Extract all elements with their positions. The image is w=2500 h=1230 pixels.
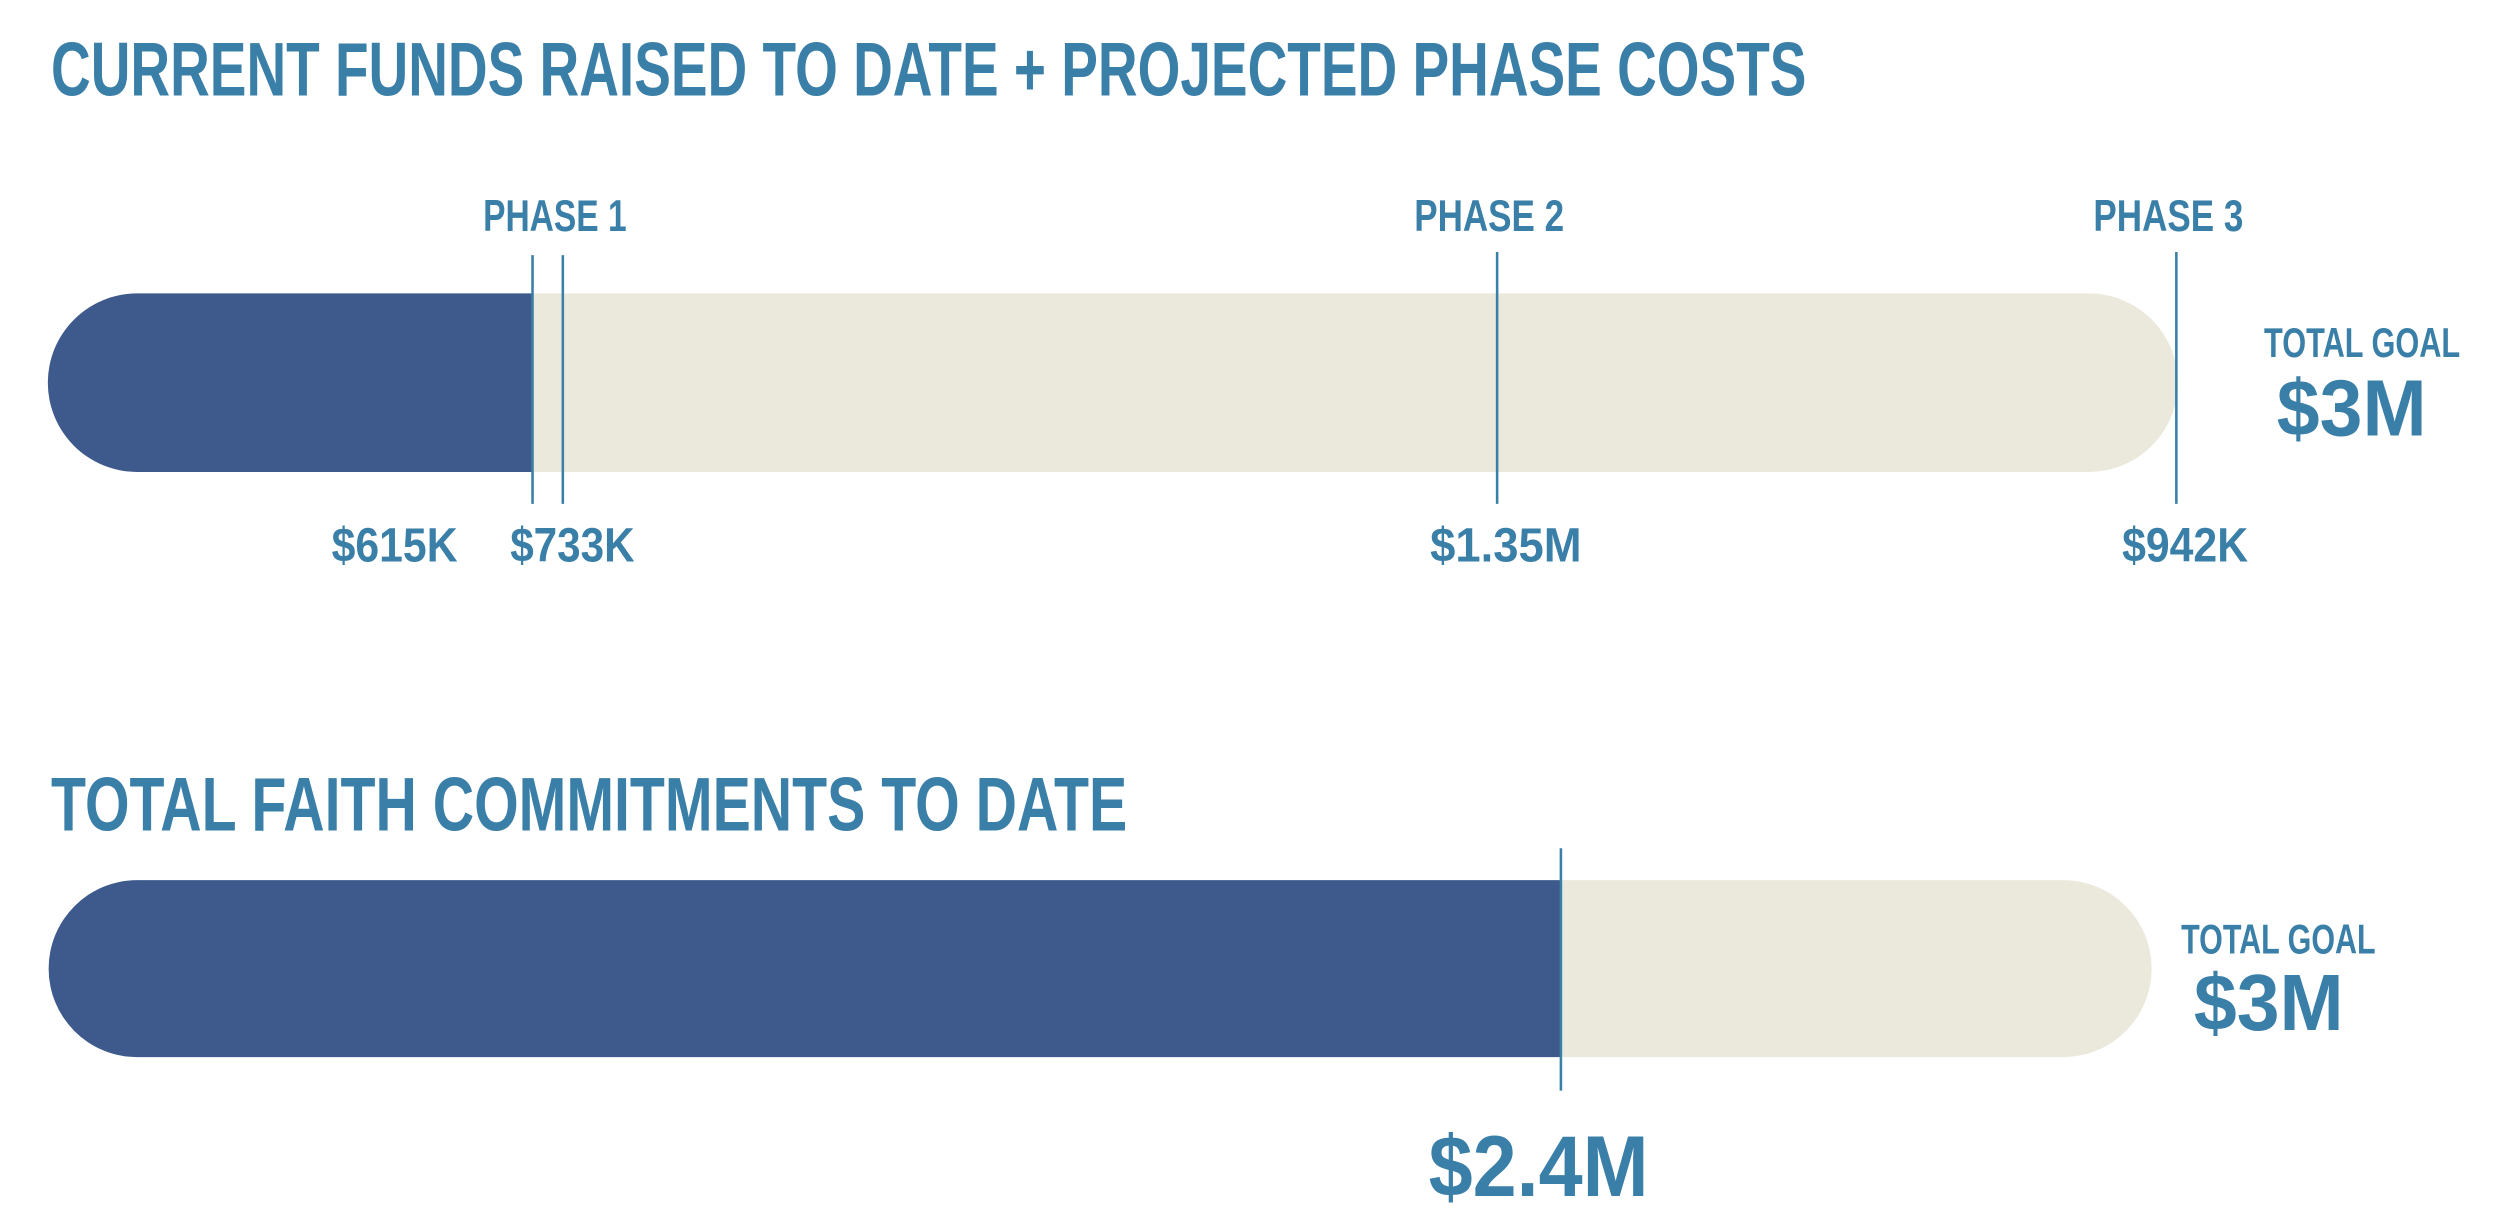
goal-value: $3M [2194, 958, 2344, 1047]
raised-bar [47, 293, 533, 472]
phase-label: PHASE 3 [2093, 192, 2243, 241]
remaining-bar [1560, 880, 2152, 1058]
amount-label: $733K [510, 519, 635, 572]
phase-label: PHASE 2 [1414, 192, 1564, 241]
amount-label: $942K [2122, 519, 2248, 572]
goal-label: TOTAL GOAL [2264, 319, 2460, 366]
section-title: TOTAL FAITH COMMITMENTS TO DATE [51, 763, 1127, 848]
amount-label: $1.35M [1430, 519, 1581, 572]
committed-bar [48, 880, 1561, 1058]
amount-label: $2.4M [1429, 1119, 1649, 1215]
goal-value: $3M [2277, 363, 2427, 452]
amount-label: $615K [332, 519, 458, 572]
phase-label: PHASE 1 [483, 192, 626, 241]
goal-label: TOTAL GOAL [2181, 915, 2376, 962]
section-title: CURRENT FUNDS RAISED TO DATE + PROJECTED… [51, 28, 1806, 113]
remaining-bar [532, 293, 2178, 472]
